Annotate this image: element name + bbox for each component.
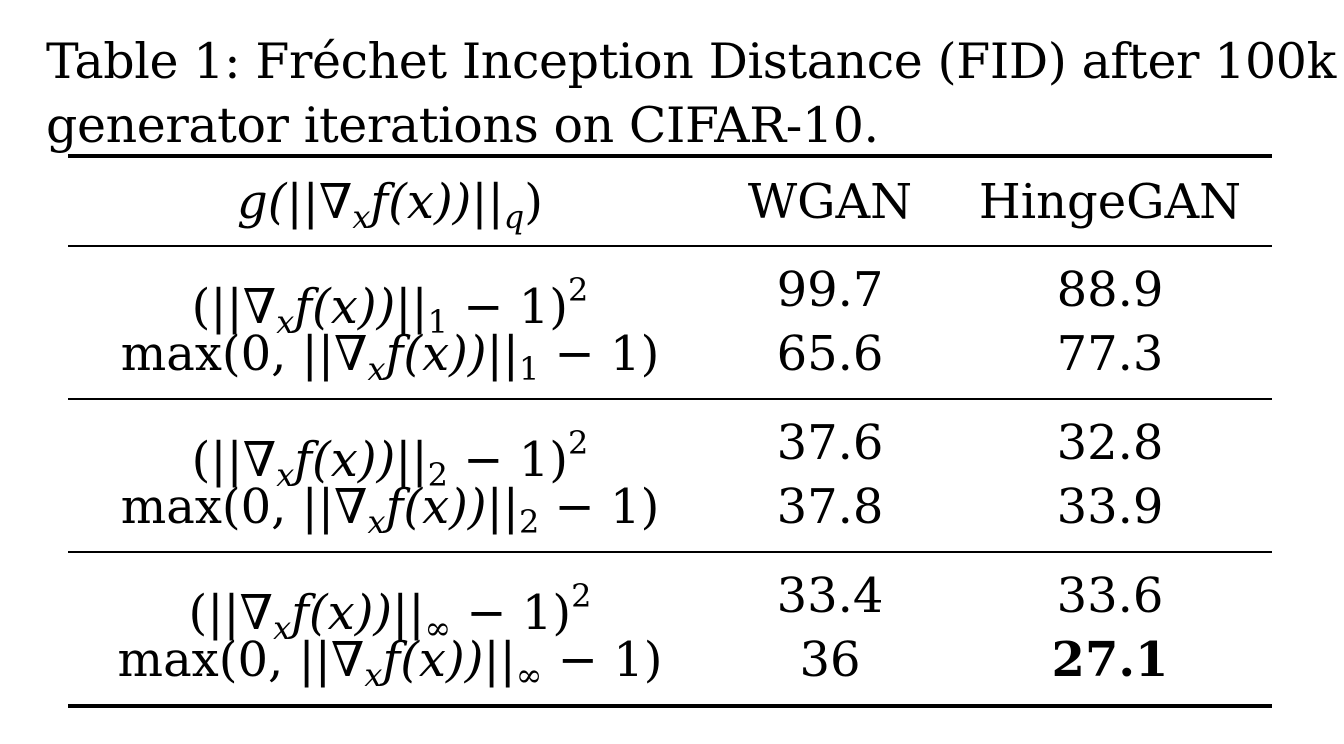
expr-open: max(0, ||∇ [117,632,365,688]
table-caption: Table 1: Fréchet Inception Distance (FID… [46,30,1336,158]
expr-norm: 2 [518,503,540,541]
expr-minus-one: − 1) [542,632,663,688]
expr-sub-x: x [367,350,386,388]
row-expression: max(0, ||∇xf(x))||∞ − 1) [70,630,710,705]
expr-open: (||∇ [188,585,274,641]
expr-norm: ∞ [515,656,543,694]
header-wgan: WGAN [747,174,913,230]
expr-norm: 1 [518,350,540,388]
cell-wgan: 33.4 [776,568,884,624]
table-top-rule [68,154,1272,158]
cell-hingegan: 33.9 [1056,479,1164,535]
expr-sub-x: x [276,303,295,341]
cell-wgan: 36 [799,632,861,688]
cell-hingegan: 32.8 [1056,415,1164,471]
expr-body: f(x))|| [291,585,425,641]
cell-wgan: 37.6 [776,415,884,471]
header-rule [68,245,1272,247]
cell-wgan: 37.8 [776,479,884,535]
expr-sub-x: x [276,456,295,494]
expr-sub-x: x [364,656,383,694]
header-expr-mid: f(x))|| [370,174,504,230]
cell-wgan: 65.6 [776,326,884,382]
expr-minus-one: − 1) [448,432,568,488]
row-expression: (||∇xf(x))||∞ − 1)2 [70,566,710,658]
row-expression: max(0, ||∇xf(x))||2 − 1) [70,477,710,552]
expr-square: 2 [568,424,589,462]
caption-line-1: Table 1: Fréchet Inception Distance (FID… [46,33,1336,90]
expr-minus-one: − 1) [448,279,568,335]
row-expression: (||∇xf(x))||2 − 1)2 [70,413,710,505]
group-rule-2 [68,551,1272,553]
header-expr-head: g(||∇ [237,174,353,230]
table-bottom-rule [68,704,1272,708]
expr-body: f(x))|| [294,279,428,335]
expr-open: max(0, ||∇ [120,479,368,535]
expr-sub-x: x [367,503,386,541]
cell-hingegan: 27.1 [1051,632,1169,688]
expr-open: max(0, ||∇ [120,326,368,382]
expr-body: f(x))|| [294,432,428,488]
cell-hingegan: 77.3 [1056,326,1164,382]
expr-square: 2 [568,271,589,309]
expr-minus-one: − 1) [539,326,660,382]
caption-line-2: generator iterations on CIFAR-10. [46,97,879,154]
row-expression: (||∇xf(x))||1 − 1)2 [70,260,710,352]
expr-norm: ∞ [424,609,452,647]
expr-norm: 2 [427,456,448,494]
header-expression: g(||∇xf(x))||q) [70,172,710,247]
expr-body: f(x))|| [385,479,519,535]
row-expression: max(0, ||∇xf(x))||1 − 1) [70,324,710,399]
group-rule-1 [68,398,1272,400]
expr-body: f(x))|| [382,632,516,688]
cell-hingegan: 88.9 [1056,262,1164,318]
header-expr-tail: ) [524,174,543,230]
expr-norm: 1 [427,303,448,341]
header-expr-sub-x: x [352,198,371,236]
expr-square: 2 [571,577,592,615]
expr-open: (||∇ [191,432,277,488]
expr-open: (||∇ [191,279,277,335]
expr-body: f(x))|| [385,326,519,382]
expr-sub-x: x [273,609,292,647]
cell-hingegan: 33.6 [1056,568,1164,624]
expr-minus-one: − 1) [539,479,660,535]
header-expr-sub-q: q [503,198,525,236]
expr-minus-one: − 1) [451,585,572,641]
header-hingegan: HingeGAN [978,174,1242,230]
cell-wgan: 99.7 [776,262,884,318]
